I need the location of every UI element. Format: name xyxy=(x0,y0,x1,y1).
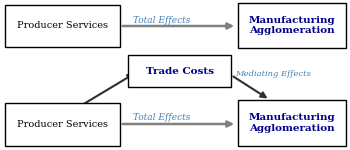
Text: Total Effects: Total Effects xyxy=(133,113,190,122)
Text: Manufacturing
Agglomeration: Manufacturing Agglomeration xyxy=(249,113,335,133)
Text: Total Effects: Total Effects xyxy=(133,16,190,25)
Text: Producer Services: Producer Services xyxy=(17,21,108,30)
FancyBboxPatch shape xyxy=(128,55,231,87)
Text: Mediating Effects: Mediating Effects xyxy=(235,70,311,78)
FancyBboxPatch shape xyxy=(5,5,120,47)
FancyBboxPatch shape xyxy=(238,3,346,48)
Text: Manufacturing
Agglomeration: Manufacturing Agglomeration xyxy=(249,16,335,35)
FancyBboxPatch shape xyxy=(238,100,346,146)
Text: Producer Services: Producer Services xyxy=(17,120,108,129)
Text: Trade Costs: Trade Costs xyxy=(146,66,214,75)
FancyBboxPatch shape xyxy=(5,103,120,146)
